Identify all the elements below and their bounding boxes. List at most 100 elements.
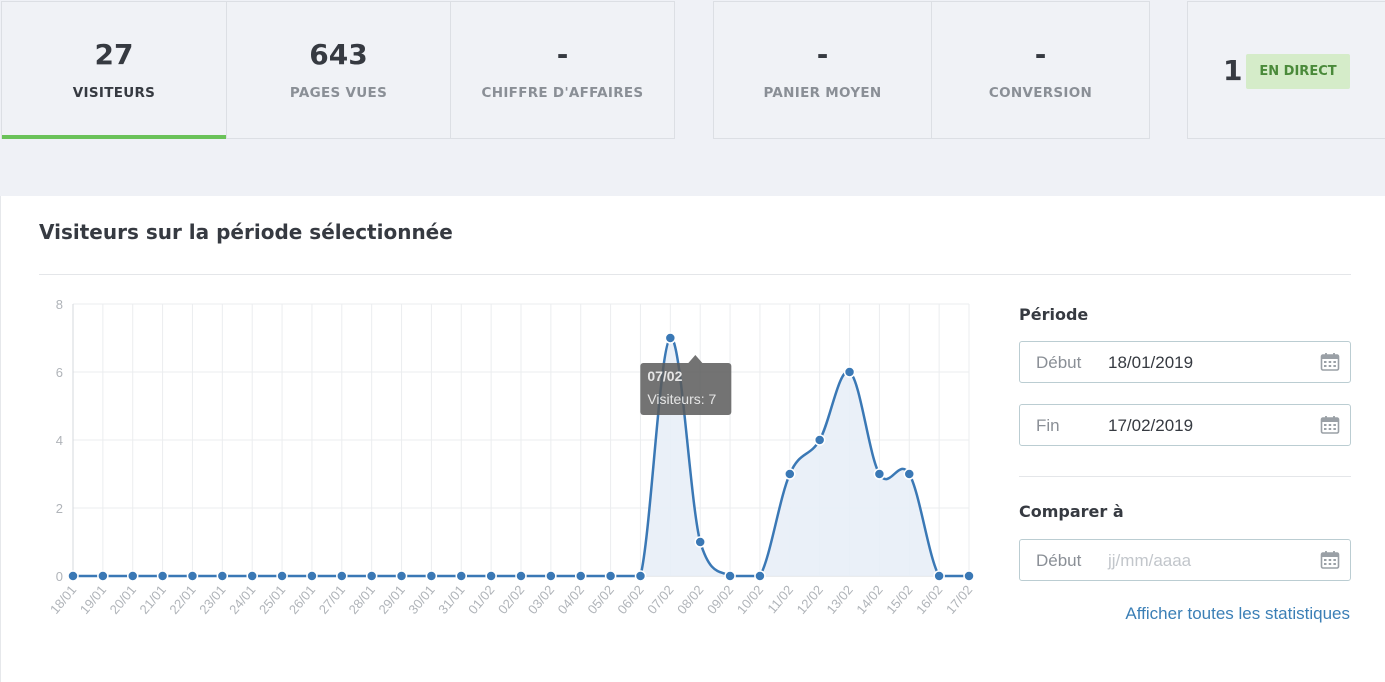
compare-start-label: Début — [1036, 551, 1082, 570]
kpi-pageviews-value: 643 — [309, 38, 368, 71]
kpi-revenue[interactable]: - CHIFFRE D'AFFAIRES — [451, 2, 674, 138]
compare-label: Comparer à — [1019, 502, 1124, 521]
x-tick-label: 16/02 — [913, 582, 945, 617]
data-point-13/02 — [843, 366, 856, 378]
data-point-31/01 — [455, 570, 468, 582]
visitors-area — [73, 337, 969, 576]
x-tick-label: 25/01 — [256, 582, 288, 617]
x-tick-label: 11/02 — [764, 582, 796, 616]
visitors-line — [73, 336, 969, 578]
kpi-visitors[interactable]: 27 VISITEURS — [2, 2, 227, 139]
y-tick-label: 8 — [56, 297, 63, 312]
x-tick-label: 03/02 — [525, 582, 557, 617]
x-tick-label: 12/02 — [794, 582, 826, 617]
x-tick-label: 29/01 — [375, 582, 407, 617]
x-tick-label: 10/02 — [734, 582, 766, 617]
data-point-21/01 — [156, 570, 169, 582]
kpi-group-sales: - PANIER MOYEN - CONVERSION — [713, 1, 1150, 139]
data-point-02/02 — [515, 570, 527, 582]
data-point-26/01 — [306, 570, 318, 582]
x-tick-label: 22/01 — [166, 582, 198, 617]
kpi-average-cart-label: PANIER MOYEN — [763, 85, 882, 101]
period-start-label: Début — [1036, 353, 1082, 372]
tooltip-date: 07/02 — [647, 368, 682, 384]
y-tick-label: 4 — [56, 433, 63, 448]
x-tick-label: 17/02 — [943, 582, 975, 617]
y-tick-label: 2 — [56, 501, 63, 516]
visitors-chart: 0 2 4 6 8 18/0119/0120/0121/0122/0123/0124/01… — [47, 297, 975, 617]
kpi-conversion-value: - — [1034, 38, 1047, 71]
data-point-14/02 — [873, 468, 886, 480]
data-point-03/02 — [545, 570, 557, 582]
kpi-pageviews[interactable]: 643 PAGES VUES — [227, 2, 451, 138]
data-point-23/01 — [216, 570, 229, 582]
live-visitors-count: 1 — [1223, 54, 1243, 87]
live-visitors-card: 1 EN DIRECT — [1187, 1, 1385, 139]
data-point-29/01 — [395, 570, 408, 582]
x-tick-label: 27/01 — [316, 582, 348, 617]
x-tick-label: 14/02 — [853, 582, 885, 617]
data-point-16/02 — [933, 570, 945, 582]
data-point-27/01 — [336, 570, 348, 582]
x-tick-label: 31/01 — [435, 582, 467, 617]
tooltip-arrow — [688, 355, 703, 363]
data-point-24/01 — [246, 570, 258, 582]
kpi-visitors-value: 27 — [94, 38, 134, 71]
x-tick-label: 02/02 — [495, 582, 527, 617]
kpi-average-cart[interactable]: - PANIER MOYEN — [714, 2, 932, 138]
data-point-30/01 — [425, 570, 438, 582]
panel-divider — [39, 274, 1351, 275]
x-tick-label: 24/01 — [226, 582, 258, 617]
data-point-20/01 — [126, 570, 139, 582]
data-point-06/02 — [634, 570, 647, 582]
data-point-05/02 — [604, 570, 617, 582]
period-end-field[interactable]: Fin 17/02/2019 — [1019, 404, 1351, 446]
x-tick-label: 09/02 — [704, 582, 736, 617]
kpi-conversion-label: CONVERSION — [988, 85, 1093, 101]
calendar-icon[interactable] — [1320, 550, 1340, 575]
tooltip-box — [640, 363, 732, 415]
data-point-18/01 — [67, 570, 79, 582]
panel-title: Visiteurs sur la période sélectionnée — [39, 220, 453, 244]
compare-start-placeholder[interactable]: jj/mm/aaaa — [1108, 551, 1192, 570]
kpi-average-cart-value: - — [816, 38, 829, 71]
period-end-value[interactable]: 17/02/2019 — [1108, 416, 1194, 435]
x-tick-label: 08/02 — [674, 582, 706, 617]
period-start-field[interactable]: Début 18/01/2019 — [1019, 341, 1351, 383]
x-tick-label: 05/02 — [584, 582, 616, 617]
data-point-09/02 — [724, 570, 736, 582]
kpi-pageviews-label: PAGES VUES — [289, 85, 388, 101]
x-tick-label: 20/01 — [107, 582, 139, 617]
all-stats-link[interactable]: Afficher toutes les statistiques — [1125, 604, 1350, 623]
data-point-22/01 — [186, 570, 199, 582]
data-point-25/01 — [276, 570, 288, 582]
tooltip-value: Visiteurs: 7 — [647, 391, 716, 407]
data-point-17/02 — [963, 570, 975, 582]
x-tick-label: 26/01 — [286, 582, 318, 617]
data-point-15/02 — [903, 468, 916, 480]
x-tick-label: 23/01 — [196, 582, 228, 617]
x-tick-label: 01/02 — [465, 582, 497, 617]
sidebar-divider — [1019, 476, 1351, 477]
calendar-icon[interactable] — [1320, 415, 1340, 440]
live-badge: EN DIRECT — [1246, 54, 1350, 89]
kpi-revenue-value: - — [556, 38, 569, 71]
compare-start-field[interactable]: Début jj/mm/aaaa — [1019, 539, 1351, 581]
calendar-icon[interactable] — [1320, 352, 1340, 377]
data-point-28/01 — [365, 570, 378, 582]
x-tick-label: 06/02 — [614, 582, 646, 617]
y-tick-label: 0 — [56, 569, 63, 584]
data-point-11/02 — [784, 468, 796, 480]
x-tick-label: 07/02 — [644, 582, 676, 617]
period-start-value[interactable]: 18/01/2019 — [1108, 353, 1194, 372]
kpi-group-traffic: 27 VISITEURS 643 PAGES VUES - CHIFFRE D'… — [1, 1, 675, 139]
period-label: Période — [1019, 305, 1089, 324]
x-tick-label: 13/02 — [823, 582, 855, 617]
x-tick-label: 28/01 — [346, 582, 378, 617]
data-point-19/01 — [97, 570, 109, 582]
kpi-conversion[interactable]: - CONVERSION — [932, 2, 1149, 138]
data-point-08/02 — [694, 536, 706, 548]
x-tick-label: 21/01 — [136, 582, 168, 617]
x-tick-label: 04/02 — [555, 582, 587, 617]
